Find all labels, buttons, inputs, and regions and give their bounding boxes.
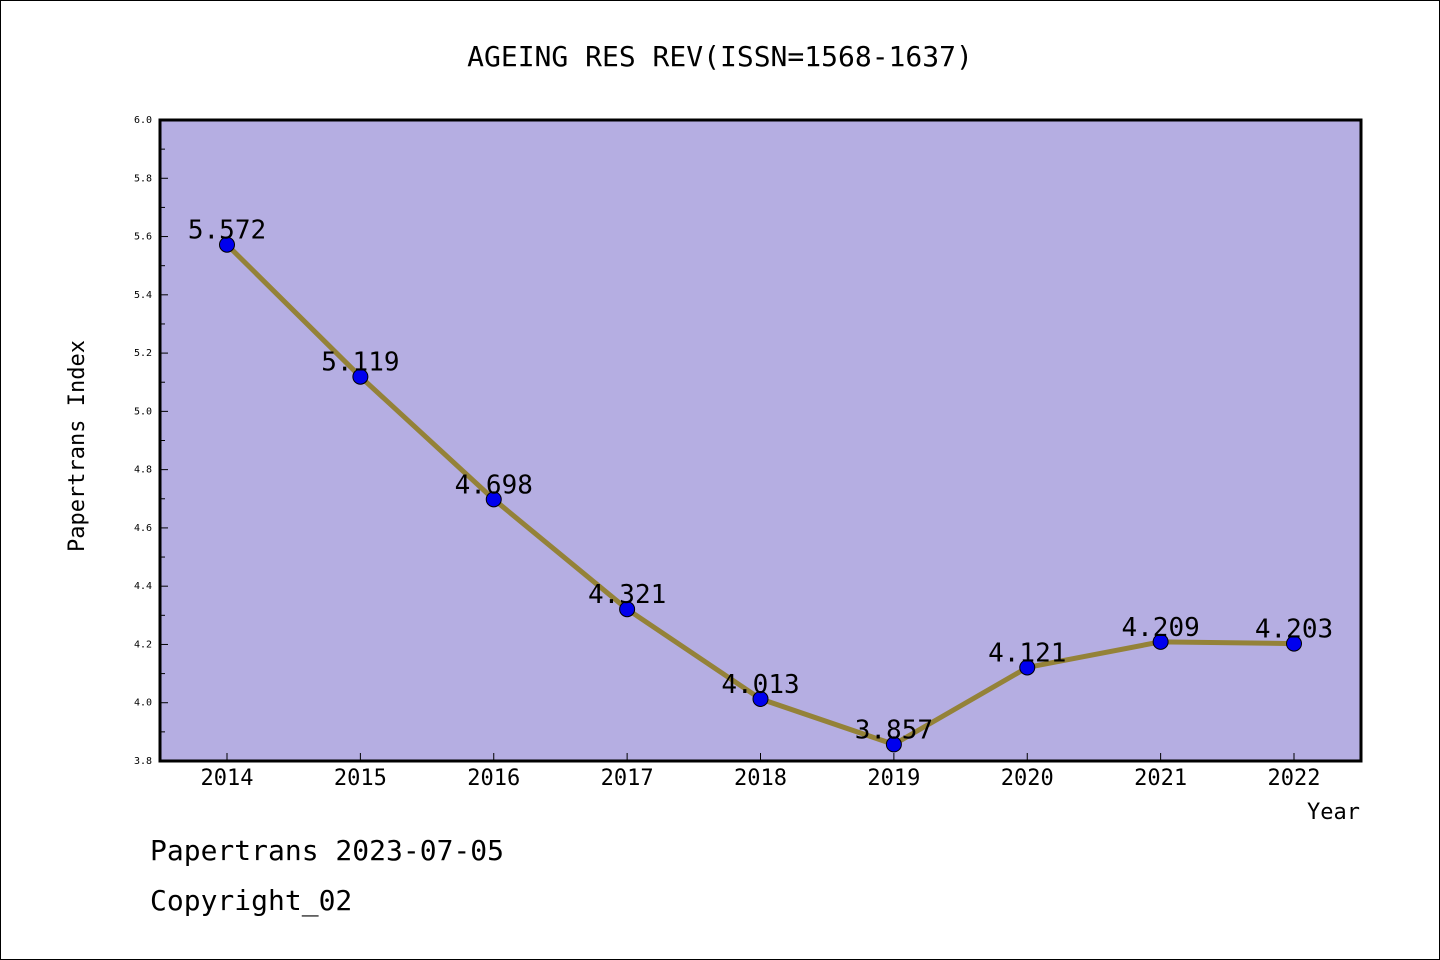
y-tick-label: 5.4	[134, 290, 152, 301]
data-label: 4.698	[455, 470, 533, 500]
data-label: 5.572	[188, 216, 266, 246]
y-axis-title: Papertrans Index	[65, 340, 90, 552]
x-tick-label: 2019	[867, 766, 920, 791]
y-tick-label: 5.2	[134, 348, 152, 359]
y-tick-label: 5.8	[134, 173, 152, 184]
y-tick-label: 4.2	[134, 639, 152, 650]
data-label: 5.119	[321, 348, 399, 378]
data-label: 4.121	[988, 638, 1066, 668]
data-label: 4.203	[1255, 615, 1333, 645]
x-tick-label: 2014	[201, 766, 254, 791]
x-tick-label: 2018	[734, 766, 787, 791]
data-point	[1286, 635, 1302, 652]
x-tick-label: 2017	[601, 766, 654, 791]
x-axis: 2014 2015 2016 2017 2018 2019 2020 2021 2022	[201, 753, 1321, 791]
x-tick-label: 2016	[467, 766, 520, 791]
data-point	[1152, 633, 1169, 650]
data-point	[752, 690, 769, 707]
x-tick-label: 2015	[334, 766, 387, 791]
y-axis: 3.8 4.0 4.2 4.4 4.6 4.8 5.0 5.2 5.4 5.6 5.8 6.0	[134, 115, 168, 767]
x-tick-label: 2021	[1134, 766, 1187, 791]
data-point	[619, 601, 636, 618]
x-tick-label: 2020	[1001, 766, 1054, 791]
y-tick-label: 3.8	[134, 756, 152, 767]
y-tick-label: 4.8	[134, 465, 152, 476]
y-tick-label: 6.0	[134, 115, 152, 126]
y-tick-label: 5.6	[134, 232, 152, 243]
footer-copyright: Copyright_02	[150, 884, 353, 917]
data-labels-group: 5.572 5.119 4.698 4.321 4.013 3.857 4.121 4.209…	[188, 216, 1333, 746]
y-tick-label: 5.0	[134, 406, 152, 417]
data-label: 4.013	[721, 670, 799, 700]
data-label: 4.209	[1121, 613, 1199, 643]
data-point	[219, 236, 235, 253]
data-point	[885, 736, 902, 753]
data-point	[1019, 659, 1036, 676]
data-points-group	[219, 236, 1302, 753]
plot-area	[158, 118, 1363, 763]
data-point	[485, 491, 502, 508]
footer-date: Papertrans 2023-07-05	[150, 834, 505, 867]
data-point	[352, 368, 369, 385]
chart-title: AGEING RES REV(ISSN=1568-1637)	[467, 40, 973, 73]
data-label: 3.857	[855, 715, 933, 745]
x-axis-title: Year	[1307, 800, 1360, 825]
data-label: 4.321	[588, 580, 666, 610]
y-tick-label: 4.6	[134, 523, 152, 534]
x-tick-label: 2022	[1268, 766, 1321, 791]
y-tick-label: 4.0	[134, 698, 152, 709]
y-tick-label: 4.4	[134, 581, 152, 592]
